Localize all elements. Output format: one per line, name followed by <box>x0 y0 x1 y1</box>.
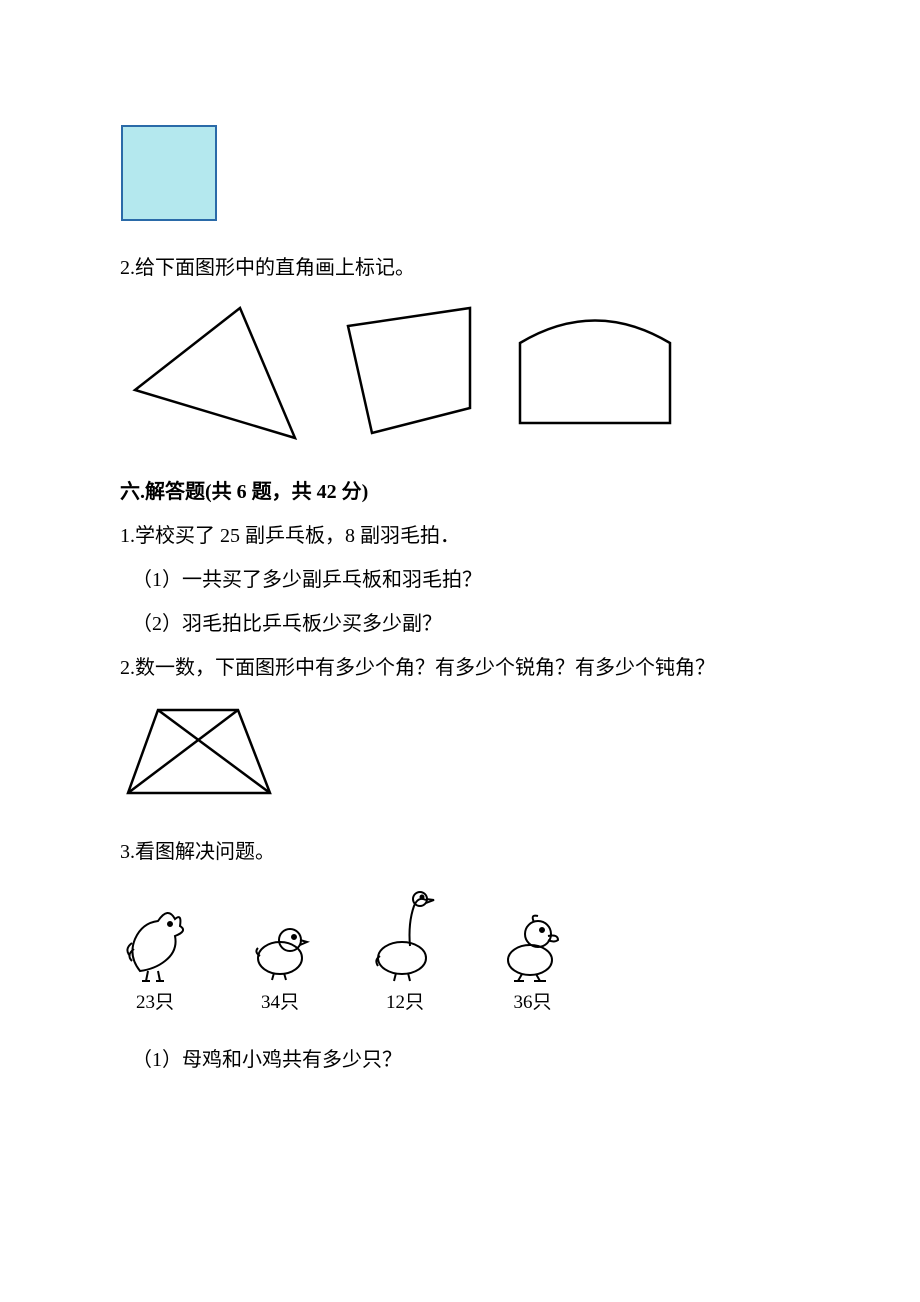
prev-square-figure <box>120 124 800 224</box>
section6-heading: 六.解答题(共 6 题，共 42 分) <box>120 476 800 508</box>
animal-label: 12只 <box>370 987 440 1014</box>
animal-label: 23只 <box>120 987 190 1014</box>
p2-stem: 2.数一数，下面图形中有多少个角？有多少个锐角？有多少个钝角？ <box>120 652 800 684</box>
q2-number: 2. <box>120 257 135 279</box>
cyan-square-icon <box>120 124 220 224</box>
goose-icon <box>370 888 440 983</box>
q2-shapes-row <box>120 298 800 448</box>
p3-animals-row: 23只 34只 <box>120 888 800 1014</box>
triangle-shape-icon <box>135 308 295 438</box>
p2-trapezoid-icon <box>120 698 280 808</box>
duck-icon <box>500 908 565 983</box>
page: 2.给下面图形中的直角画上标记。 六.解答题(共 6 题，共 42 分) 1.学… <box>0 0 920 1148</box>
p3-sub1: （1）母鸡和小鸡共有多少只？ <box>120 1044 800 1076</box>
quadrilateral-shape-icon <box>348 308 470 433</box>
animal-goose: 12只 <box>370 888 440 1014</box>
q2-shapes-svg <box>120 298 680 448</box>
animal-chick: 34只 <box>250 918 310 1014</box>
animal-label: 34只 <box>250 987 310 1014</box>
p1-sub1: （1）一共买了多少副乒乓板和羽毛拍？ <box>120 564 800 596</box>
q2-line: 2.给下面图形中的直角画上标记。 <box>120 252 800 284</box>
arch-shape-icon <box>520 321 670 424</box>
p1-stem: 1.学校买了 25 副乒乓板，8 副羽毛拍． <box>120 520 800 552</box>
animal-duck: 36只 <box>500 908 565 1014</box>
animal-label: 36只 <box>500 987 565 1014</box>
p1-sub2: （2）羽毛拍比乒乓板少买多少副？ <box>120 608 800 640</box>
q2-text: 给下面图形中的直角画上标记。 <box>135 257 415 279</box>
p3-stem: 3.看图解决问题。 <box>120 836 800 868</box>
rooster-icon <box>120 901 190 983</box>
animal-rooster: 23只 <box>120 901 190 1014</box>
p2-figure <box>120 698 800 808</box>
chick-icon <box>250 918 310 983</box>
